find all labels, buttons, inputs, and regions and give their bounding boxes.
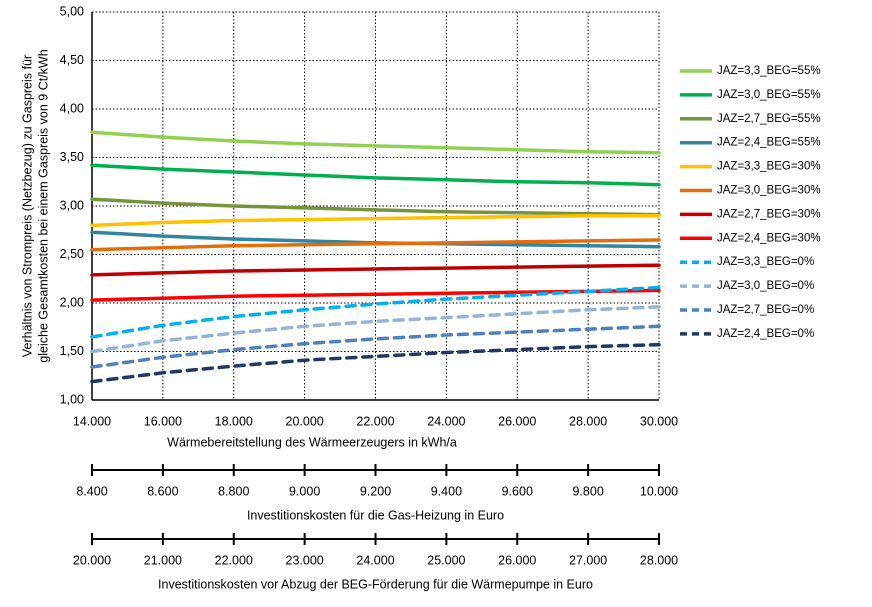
x-tick-label: 18.000 <box>215 414 253 428</box>
x-tick-label: 24.000 <box>356 553 394 567</box>
x-tick-label: 25.000 <box>427 553 465 567</box>
x-tick-label: 22.000 <box>356 414 394 428</box>
x-tick-label: 20.000 <box>73 553 111 567</box>
x-tick-label: 9.400 <box>431 484 462 498</box>
legend-label: JAZ=2,4_BEG=0% <box>717 328 814 340</box>
x-tick-label: 8.800 <box>218 484 249 498</box>
legend-label: JAZ=3,0_BEG=0% <box>717 280 814 292</box>
legend-label: JAZ=2,7_BEG=0% <box>717 304 814 316</box>
y-tick-label: 4,50 <box>60 53 84 67</box>
y-axis-title-line: gleiche Gesamtkosten bei einem Gaspreis … <box>36 49 50 362</box>
x-tick-label: 28.000 <box>569 414 607 428</box>
series-line <box>90 285 661 339</box>
x-tick-label: 20.000 <box>286 414 324 428</box>
x-tick-label: 16.000 <box>144 414 182 428</box>
secondary-axis-title: Investitionskosten für die Gas-Heizung i… <box>247 508 504 522</box>
y-axis-title-line: Verhältnis von Strompreis (Netzbezug) zu… <box>20 55 34 357</box>
x-tick-label: 24.000 <box>427 414 465 428</box>
y-tick-label: 4,00 <box>60 101 84 115</box>
x-tick-label: 22.000 <box>215 553 253 567</box>
series-line <box>90 197 661 217</box>
series-line <box>90 263 661 277</box>
y-tick-label: 1,00 <box>60 392 84 406</box>
series-line <box>90 288 661 302</box>
y-tick-label: 2,00 <box>60 295 84 309</box>
x-tick-label: 9.000 <box>289 484 320 498</box>
x-tick-label: 26.000 <box>498 553 536 567</box>
y-tick-label: 5,00 <box>60 4 84 18</box>
legend-label: JAZ=3,3_BEG=55% <box>717 65 821 77</box>
series-line <box>90 213 661 228</box>
series-line <box>90 305 661 354</box>
x-tick-label: 8.400 <box>76 484 107 498</box>
legend-label: JAZ=2,7_BEG=30% <box>717 208 821 220</box>
x-tick-label: 10.000 <box>640 484 678 498</box>
x-tick-label: 9.200 <box>360 484 391 498</box>
x-tick-label: 30.000 <box>640 414 678 428</box>
x-tick-label: 23.000 <box>286 553 324 567</box>
legend-label: JAZ=2,7_BEG=55% <box>717 113 821 125</box>
x-tick-label: 28.000 <box>640 553 678 567</box>
legend-label: JAZ=3,0_BEG=55% <box>717 89 821 101</box>
x-tick-label: 21.000 <box>144 553 182 567</box>
y-tick-label: 3,00 <box>60 198 84 212</box>
y-axis-title: Verhältnis von Strompreis (Netzbezug) zu… <box>20 49 50 362</box>
secondary-axis-title: Investitionskosten vor Abzug der BEG-För… <box>158 577 593 591</box>
legend-label: JAZ=2,4_BEG=55% <box>717 137 821 149</box>
x-tick-label: 9.800 <box>572 484 603 498</box>
x-tick-label: 8.600 <box>147 484 178 498</box>
legend-label: JAZ=3,3_BEG=30% <box>717 161 821 173</box>
series-line <box>90 163 661 187</box>
x-tick-label: 26.000 <box>498 414 536 428</box>
series-line <box>90 130 661 155</box>
series-line <box>90 342 661 384</box>
y-tick-label: 2,50 <box>60 247 84 261</box>
x-tick-label: 27.000 <box>569 553 607 567</box>
y-tick-label: 1,50 <box>60 344 84 358</box>
series-line <box>90 324 661 369</box>
x-tick-label: 9.600 <box>502 484 533 498</box>
legend-label: JAZ=3,3_BEG=0% <box>717 256 814 268</box>
x-tick-label: 14.000 <box>73 414 111 428</box>
series-line <box>90 238 661 252</box>
legend-label: JAZ=2,4_BEG=30% <box>717 232 821 244</box>
y-tick-label: 3,50 <box>60 150 84 164</box>
x-axis-title: Wärmebereitstellung des Wärmeerzeugers i… <box>167 435 457 449</box>
legend-label: JAZ=3,0_BEG=30% <box>717 185 821 197</box>
